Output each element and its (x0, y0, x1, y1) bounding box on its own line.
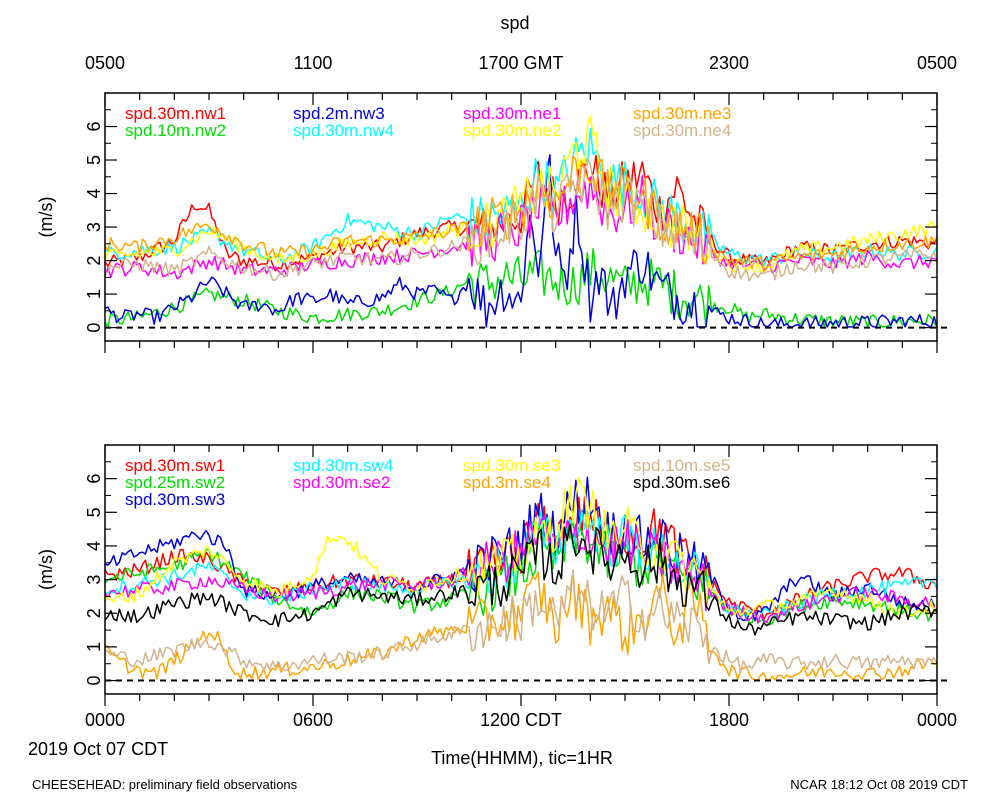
legend-entry-spd-3m-se4: spd.3m.se4 (463, 473, 551, 492)
y-tick-label: 0 (84, 323, 104, 333)
y-tick-label: 1 (84, 289, 104, 299)
series-line-spd-30m-ne3 (105, 155, 937, 273)
legend-entry-spd-10m-nw2: spd.10m.nw2 (125, 121, 226, 140)
y-tick-label: 1 (84, 642, 104, 652)
legend-entry-spd-30m-se2: spd.30m.se2 (293, 473, 390, 492)
y-tick-label: 4 (84, 189, 104, 199)
top-tick-label: 2300 (709, 53, 749, 73)
bottom-tick-label: 0600 (293, 710, 333, 730)
series-line-spd-30m-ne4 (105, 157, 937, 282)
legend-entry-spd-25m-sw2: spd.25m.sw2 (125, 473, 225, 492)
x-axis-label: Time(HHMM), tic=1HR (431, 748, 613, 768)
footer-right-note: NCAR 18:12 Oct 08 2019 CDT (790, 777, 968, 792)
series-group (105, 115, 937, 328)
series-line-spd-30m-ne1 (105, 174, 937, 280)
bottom-tick-label: 1200 CDT (480, 710, 562, 730)
bottom-tick-label: 0000 (917, 710, 957, 730)
y-tick-label: 0 (84, 676, 104, 686)
bottom-tick-label: 0000 (85, 710, 125, 730)
y-tick-label: 5 (84, 155, 104, 165)
y-tick-label: 3 (84, 222, 104, 232)
legend-entry-spd-30m-ne2: spd.30m.ne2 (463, 121, 561, 140)
legend-entry-spd-30m-nw4: spd.30m.nw4 (293, 121, 394, 140)
series-line-spd-2m-nw3 (105, 153, 937, 328)
legend-entry-spd-30m-sw4: spd.30m.sw4 (293, 456, 393, 475)
legend-entry-spd-10m-se5: spd.10m.se5 (633, 456, 730, 475)
y-tick-label: 6 (84, 122, 104, 132)
legend-entry-spd-30m-ne3: spd.30m.ne3 (633, 104, 731, 123)
top-tick-label: 1100 (294, 53, 333, 73)
y-axis-label: (m/s) (36, 549, 56, 590)
series-group (105, 476, 937, 681)
top-axis-tick-labels: 0500 1100 1700 GMT 2300 0500 (85, 53, 957, 73)
series-line-spd-30m-se6 (105, 523, 937, 636)
series-line-spd-3m-se4 (105, 569, 937, 681)
bottom-axis-tick-labels: 0000 0600 1200 CDT 1800 0000 (85, 710, 957, 730)
series-line-spd-30m-se2 (105, 516, 937, 624)
y-tick-label: 2 (84, 256, 104, 266)
top-tick-label: 0500 (917, 53, 957, 73)
y-tick-label: 5 (84, 507, 104, 517)
top-tick-label: 1700 GMT (478, 53, 563, 73)
y-tick-label: 3 (84, 575, 104, 585)
legend-entry-spd-2m-nw3: spd.2m.nw3 (293, 104, 385, 123)
legend-entry-spd-30m-sw3: spd.30m.sw3 (125, 490, 225, 509)
legend-entry-spd-30m-nw1: spd.30m.nw1 (125, 104, 226, 123)
y-axis-label: (m/s) (36, 197, 56, 238)
chart-title: spd (500, 13, 529, 33)
legend-entry-spd-30m-ne1: spd.30m.ne1 (463, 104, 561, 123)
legend-entry-spd-30m-se3: spd.30m.se3 (463, 456, 560, 475)
footer-left-note: CHEESEHEAD: preliminary field observatio… (32, 777, 298, 792)
series-line-spd-10m-se5 (105, 569, 937, 673)
bottom-tick-label: 1800 (709, 710, 749, 730)
series-line-spd-10m-nw2 (105, 247, 937, 328)
legend-entry-spd-30m-ne4: spd.30m.ne4 (633, 121, 731, 140)
legend-entry-spd-30m-se6: spd.30m.se6 (633, 473, 730, 492)
y-tick-label: 2 (84, 608, 104, 618)
top-tick-label: 0500 (85, 53, 125, 73)
date-label: 2019 Oct 07 CDT (28, 739, 168, 759)
legend-entry-spd-30m-sw1: spd.30m.sw1 (125, 456, 225, 475)
y-tick-label: 4 (84, 541, 104, 551)
y-tick-label: 6 (84, 474, 104, 484)
